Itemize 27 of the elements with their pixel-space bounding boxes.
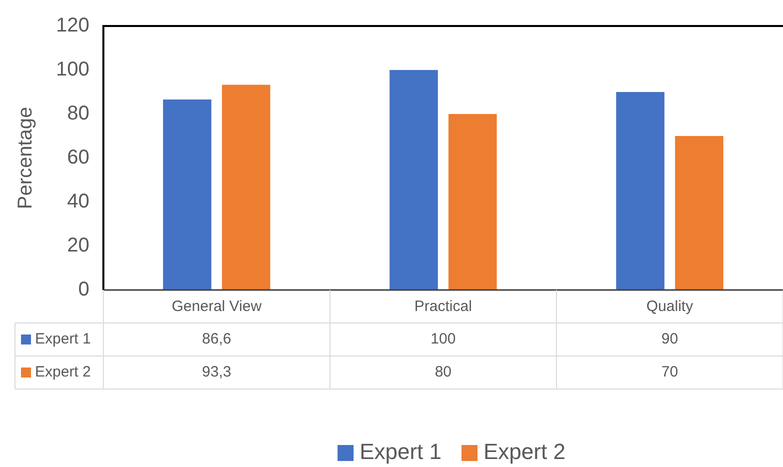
x-tick-label: General View	[172, 298, 262, 316]
legend-label: Expert 2	[484, 439, 566, 464]
bar	[448, 114, 497, 290]
y-tick-label: 100	[56, 58, 90, 81]
bar	[222, 84, 270, 290]
x-tick-label: Practical	[414, 298, 472, 316]
y-tick-label: 80	[67, 102, 90, 125]
data-label: 86,6	[202, 330, 232, 348]
data-label: 80	[434, 364, 452, 381]
y-tick-label: 0	[78, 278, 90, 301]
data-label: 93,3	[202, 364, 232, 381]
bar	[616, 92, 664, 290]
y-tick-label: 60	[67, 146, 90, 169]
y-tick-label: 40	[67, 190, 90, 213]
y-axis-title: Percentage	[14, 106, 37, 210]
x-tick-label: Quality	[646, 298, 694, 316]
bar	[675, 136, 724, 290]
data-label: 90	[661, 330, 678, 348]
y-tick-label: 120	[56, 14, 90, 37]
bar	[163, 99, 212, 290]
text: Expert 2	[35, 364, 91, 381]
data-label: 100	[430, 330, 456, 348]
y-tick-label: 20	[67, 234, 90, 257]
data-label: 70	[661, 364, 678, 381]
bar	[390, 70, 438, 290]
text: Expert 1	[360, 439, 442, 464]
legend-label: Expert 1	[35, 330, 91, 348]
